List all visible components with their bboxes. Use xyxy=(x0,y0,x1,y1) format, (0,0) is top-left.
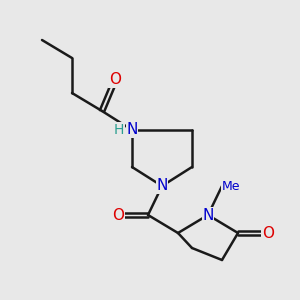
Text: O: O xyxy=(112,208,124,223)
Text: H: H xyxy=(114,123,124,137)
Text: N: N xyxy=(202,208,214,223)
Text: O: O xyxy=(109,73,121,88)
Text: N: N xyxy=(156,178,168,194)
Text: N: N xyxy=(126,122,138,137)
Text: Me: Me xyxy=(222,179,241,193)
Text: O: O xyxy=(262,226,274,241)
